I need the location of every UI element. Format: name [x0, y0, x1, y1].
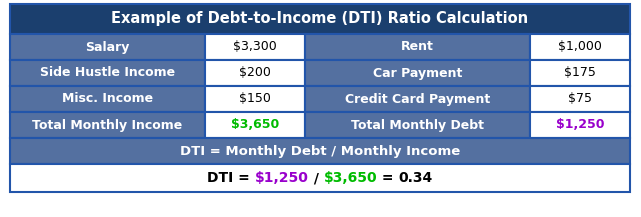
- Bar: [305, 86, 530, 112]
- Bar: [10, 86, 205, 112]
- Text: DTI = Monthly Debt / Monthly Income: DTI = Monthly Debt / Monthly Income: [180, 145, 460, 158]
- Text: =: =: [377, 171, 399, 185]
- Bar: [10, 112, 205, 138]
- Text: $3,300: $3,300: [233, 41, 277, 54]
- Text: Credit Card Payment: Credit Card Payment: [345, 92, 490, 105]
- Text: $75: $75: [568, 92, 592, 105]
- Text: DTI =: DTI =: [207, 171, 255, 185]
- Text: Total Monthly Debt: Total Monthly Debt: [351, 118, 484, 132]
- Text: $200: $200: [239, 66, 271, 79]
- Text: Misc. Income: Misc. Income: [62, 92, 153, 105]
- Bar: [205, 34, 305, 60]
- Bar: [10, 164, 630, 192]
- Bar: [205, 86, 305, 112]
- Text: Total Monthly Income: Total Monthly Income: [33, 118, 183, 132]
- Text: $150: $150: [239, 92, 271, 105]
- Text: Salary: Salary: [85, 41, 129, 54]
- Bar: [10, 4, 630, 34]
- Bar: [205, 60, 305, 86]
- Bar: [305, 112, 530, 138]
- Text: $1,250: $1,250: [556, 118, 604, 132]
- Bar: [10, 34, 205, 60]
- Text: Rent: Rent: [401, 41, 434, 54]
- Text: Example of Debt-to-Income (DTI) Ratio Calculation: Example of Debt-to-Income (DTI) Ratio Ca…: [112, 12, 529, 26]
- Text: Car Payment: Car Payment: [373, 66, 462, 79]
- Bar: [305, 60, 530, 86]
- Text: Side Hustle Income: Side Hustle Income: [40, 66, 175, 79]
- Bar: [205, 112, 305, 138]
- Text: /: /: [309, 171, 324, 185]
- Bar: [305, 34, 530, 60]
- Text: $3,650: $3,650: [324, 171, 377, 185]
- Bar: [530, 112, 630, 138]
- Bar: [530, 60, 630, 86]
- Text: $3,650: $3,650: [231, 118, 279, 132]
- Text: $1,000: $1,000: [558, 41, 602, 54]
- Bar: [530, 86, 630, 112]
- Bar: [10, 138, 630, 164]
- Text: $175: $175: [564, 66, 596, 79]
- Text: $1,250: $1,250: [255, 171, 309, 185]
- Bar: [530, 34, 630, 60]
- Text: 0.34: 0.34: [399, 171, 433, 185]
- Bar: [10, 60, 205, 86]
